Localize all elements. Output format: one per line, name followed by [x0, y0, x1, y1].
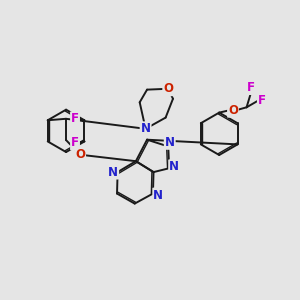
Text: N: N: [108, 166, 118, 178]
Text: N: N: [165, 136, 175, 149]
Text: N: N: [141, 122, 151, 135]
Text: N: N: [169, 160, 179, 173]
Text: F: F: [71, 136, 79, 149]
Text: O: O: [228, 104, 238, 117]
Text: F: F: [246, 81, 254, 94]
Text: O: O: [75, 148, 85, 161]
Text: N: N: [153, 188, 163, 202]
Text: F: F: [71, 112, 79, 125]
Text: F: F: [258, 94, 266, 107]
Text: O: O: [163, 82, 173, 95]
